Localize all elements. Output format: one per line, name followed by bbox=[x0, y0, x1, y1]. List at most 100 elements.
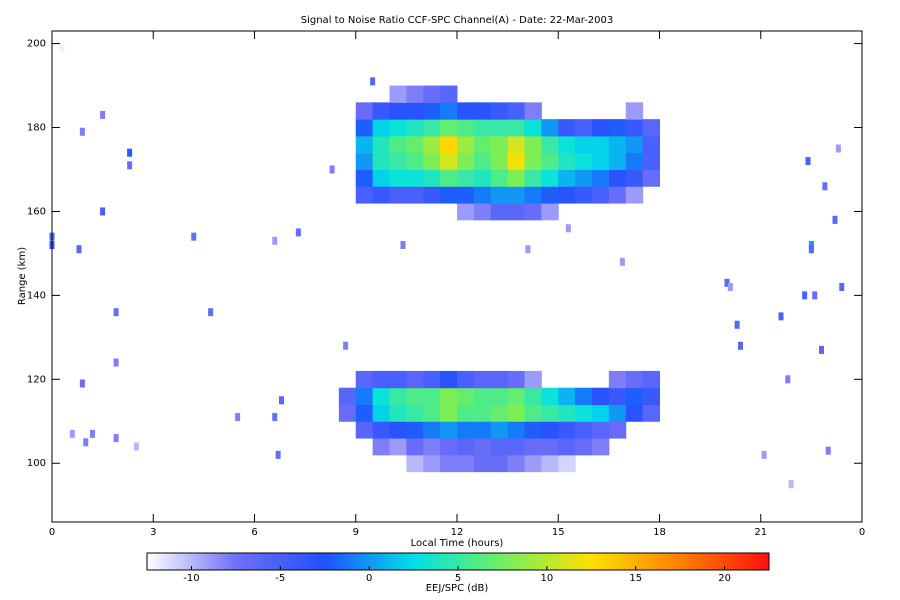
heatmap-cell bbox=[457, 404, 475, 422]
isolated-cell bbox=[83, 438, 89, 447]
heatmap-cell bbox=[372, 186, 390, 204]
heatmap-cell bbox=[473, 169, 492, 187]
y-tick-label: 180 bbox=[27, 123, 46, 134]
x-tick-label: 15 bbox=[552, 527, 565, 538]
colorbar-label: EEJ/SPC (dB) bbox=[426, 583, 489, 594]
heatmap-cell bbox=[355, 404, 374, 422]
isolated-cell bbox=[76, 245, 82, 254]
heatmap-cell bbox=[372, 119, 390, 137]
heatmap-cell bbox=[608, 169, 627, 187]
heatmap-cell bbox=[507, 370, 525, 389]
heatmap-cell bbox=[575, 404, 593, 422]
heatmap-cell bbox=[355, 119, 374, 137]
heatmap-cell bbox=[406, 404, 424, 422]
heatmap-cell bbox=[423, 438, 441, 456]
heatmap-cell bbox=[558, 387, 576, 405]
heatmap-cell bbox=[558, 438, 576, 456]
heatmap-cell bbox=[507, 454, 525, 473]
heatmap-cell bbox=[608, 152, 627, 170]
heatmap-cell bbox=[355, 152, 374, 170]
heatmap-cell bbox=[575, 186, 593, 204]
heatmap-cell bbox=[575, 152, 593, 170]
heatmap-cell bbox=[575, 438, 593, 456]
heatmap-cell bbox=[608, 135, 627, 154]
heatmap-cell bbox=[507, 404, 525, 422]
heatmap-cell bbox=[558, 404, 576, 422]
colorbar-tick-label: 15 bbox=[629, 573, 642, 584]
heatmap-cell bbox=[389, 438, 407, 456]
heatmap-cell bbox=[457, 135, 475, 154]
heatmap-cell bbox=[440, 438, 458, 456]
heatmap-cell bbox=[389, 370, 407, 389]
isolated-cell bbox=[727, 282, 733, 291]
x-axis-label: Local Time (hours) bbox=[411, 538, 504, 549]
isolated-cell bbox=[785, 375, 791, 384]
heatmap-cell bbox=[524, 135, 542, 154]
colorbar-tick-label: 0 bbox=[366, 573, 372, 584]
colorbar-tick-label: 20 bbox=[718, 573, 731, 584]
heatmap-cell bbox=[642, 135, 660, 154]
isolated-cell bbox=[100, 207, 106, 216]
heatmap-cell bbox=[592, 387, 610, 405]
heatmap-cell bbox=[625, 152, 644, 170]
heatmap-cell bbox=[406, 370, 424, 389]
heatmap-cell bbox=[541, 387, 559, 405]
heatmap-cell bbox=[440, 387, 458, 405]
y-tick-label: 100 bbox=[27, 458, 46, 469]
heatmap-cell bbox=[541, 169, 559, 187]
y-axis-label: Range (km) bbox=[17, 247, 28, 305]
heatmap-cell bbox=[541, 186, 559, 204]
chart-title: Signal to Noise Ratio CCF-SPC Channel(A)… bbox=[301, 15, 613, 26]
heatmap-cell bbox=[575, 421, 593, 439]
heatmap-cell bbox=[423, 152, 441, 170]
heatmap-cell bbox=[389, 169, 407, 187]
heatmap-cell bbox=[507, 186, 525, 204]
heatmap-cell bbox=[625, 404, 644, 422]
heatmap-cell bbox=[473, 203, 492, 221]
isolated-cell bbox=[272, 413, 278, 422]
heatmap-cell bbox=[558, 454, 576, 473]
heatmap-cell bbox=[625, 186, 644, 204]
isolated-cell bbox=[825, 446, 831, 455]
colorbar-tick-label: 10 bbox=[540, 573, 553, 584]
heatmap-cell bbox=[372, 387, 390, 405]
heatmap-cell bbox=[372, 152, 390, 170]
heatmap-cell bbox=[524, 169, 542, 187]
heatmap-cell bbox=[457, 186, 475, 204]
heatmap-cell bbox=[457, 438, 475, 456]
heatmap-cell bbox=[406, 387, 424, 405]
heatmap-cell bbox=[372, 102, 390, 120]
isolated-cell bbox=[79, 379, 85, 388]
colorbar-tick-label: -10 bbox=[183, 573, 199, 584]
heatmap-cell bbox=[355, 102, 374, 120]
x-tick-label: 3 bbox=[150, 527, 156, 538]
isolated-cell bbox=[734, 320, 740, 329]
heatmap-cell bbox=[490, 387, 509, 405]
isolated-cell bbox=[819, 345, 824, 354]
heatmap-cell bbox=[473, 387, 492, 405]
heatmap-cell bbox=[473, 454, 492, 473]
heatmap-cell bbox=[389, 85, 407, 103]
heatmap-cell bbox=[507, 203, 525, 221]
heatmap-cell bbox=[490, 421, 509, 439]
heatmap-cell bbox=[524, 454, 542, 473]
heatmap-cell bbox=[507, 102, 525, 120]
heatmap-cell bbox=[423, 387, 441, 405]
y-tick-label: 160 bbox=[27, 206, 46, 217]
heatmap-cell bbox=[642, 387, 660, 405]
heatmap-cell bbox=[423, 421, 441, 439]
heatmap-cell bbox=[473, 438, 492, 456]
isolated-cell bbox=[279, 396, 284, 405]
isolated-cell bbox=[565, 224, 571, 233]
heatmap-cell bbox=[338, 387, 357, 405]
heatmap-cell bbox=[490, 454, 509, 473]
heatmap-cell bbox=[423, 186, 441, 204]
heatmap-cell bbox=[457, 152, 475, 170]
heatmap-cell bbox=[372, 169, 390, 187]
heatmap-cell bbox=[473, 152, 492, 170]
heatmap-cell bbox=[541, 454, 559, 473]
heatmap-cell bbox=[642, 370, 660, 389]
heatmap-cell bbox=[608, 404, 627, 422]
heatmap-cell bbox=[406, 438, 424, 456]
isolated-cell bbox=[133, 442, 139, 451]
